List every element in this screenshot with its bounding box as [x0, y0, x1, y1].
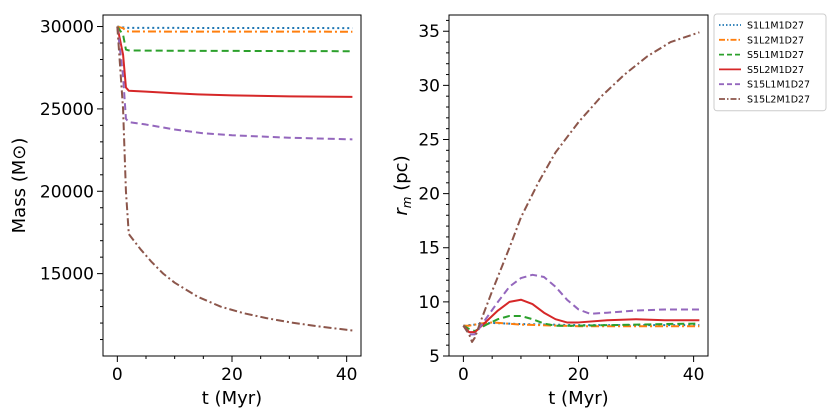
- series-line-S5L1M1D27: [116, 25, 353, 53]
- axes-frame: [448, 14, 709, 357]
- y-tick-label: 20000: [40, 182, 94, 202]
- y-tick-label: 35: [418, 22, 440, 42]
- x-tick-label: 20: [568, 365, 590, 385]
- axes-frame: [102, 14, 362, 357]
- series-line-S5L2M1D27: [116, 26, 353, 98]
- series-line-S15L2M1D27: [462, 31, 700, 343]
- y-tick-label: 10: [418, 293, 440, 313]
- radius-panel: 0 20 40 5 10 15 20 25 30 35 t (Myr) rm (pc): [391, 14, 709, 409]
- x-tick-label: 0: [112, 365, 123, 385]
- y-tick-label: 25000: [40, 100, 94, 120]
- series-line-S15L1M1D27: [116, 26, 353, 141]
- legend-label-S5L2M1D27: S5L2M1D27: [747, 65, 804, 76]
- legend-label-S15L1M1D27: S15L1M1D27: [747, 80, 810, 91]
- y-tick-label: 30: [418, 76, 440, 96]
- mass-panel: 0 20 40 15000 20000 25000 30000 t (Myr) Mass (M⊙…: [9, 14, 362, 409]
- x-tick-label: 0: [458, 365, 469, 385]
- y-axis-label: Mass (M⊙): [9, 138, 30, 234]
- series-line-S5L2M1D27: [462, 298, 700, 334]
- x-axis-label: t (Myr): [548, 388, 608, 409]
- y-tick-label: 20: [418, 185, 440, 205]
- series-line-S15L1M1D27: [462, 273, 700, 336]
- y-tick-label: 15000: [40, 265, 94, 285]
- legend-box: [713, 13, 827, 112]
- x-tick-label: 40: [336, 365, 358, 385]
- series-line-S15L2M1D27: [116, 26, 353, 332]
- legend-label-S15L2M1D27: S15L2M1D27: [747, 95, 810, 106]
- legend-label-S5L1M1D27: S5L1M1D27: [747, 50, 804, 61]
- series-line-S1L2M1D27: [463, 321, 700, 328]
- y-tick-label: 25: [418, 130, 440, 150]
- series-line-S1L2M1D27: [117, 25, 353, 33]
- y-axis-label: rm (pc): [391, 155, 414, 215]
- y-tick-label: 5: [429, 347, 440, 367]
- x-tick-label: 40: [683, 365, 705, 385]
- y-tick-label: 30000: [40, 18, 94, 38]
- y-tick-label: 15: [418, 239, 440, 259]
- legend: S1L1M1D27 S1L2M1D27 S5L1M1D27 S5L2M1D27 S15L…: [713, 13, 827, 112]
- series-line-S1L1M1D27: [117, 25, 353, 30]
- x-tick-label: 20: [221, 365, 243, 385]
- legend-label-S1L2M1D27: S1L2M1D27: [747, 35, 804, 46]
- legend-label-S1L1M1D27: S1L1M1D27: [747, 21, 804, 32]
- x-axis-label: t (Myr): [202, 388, 262, 409]
